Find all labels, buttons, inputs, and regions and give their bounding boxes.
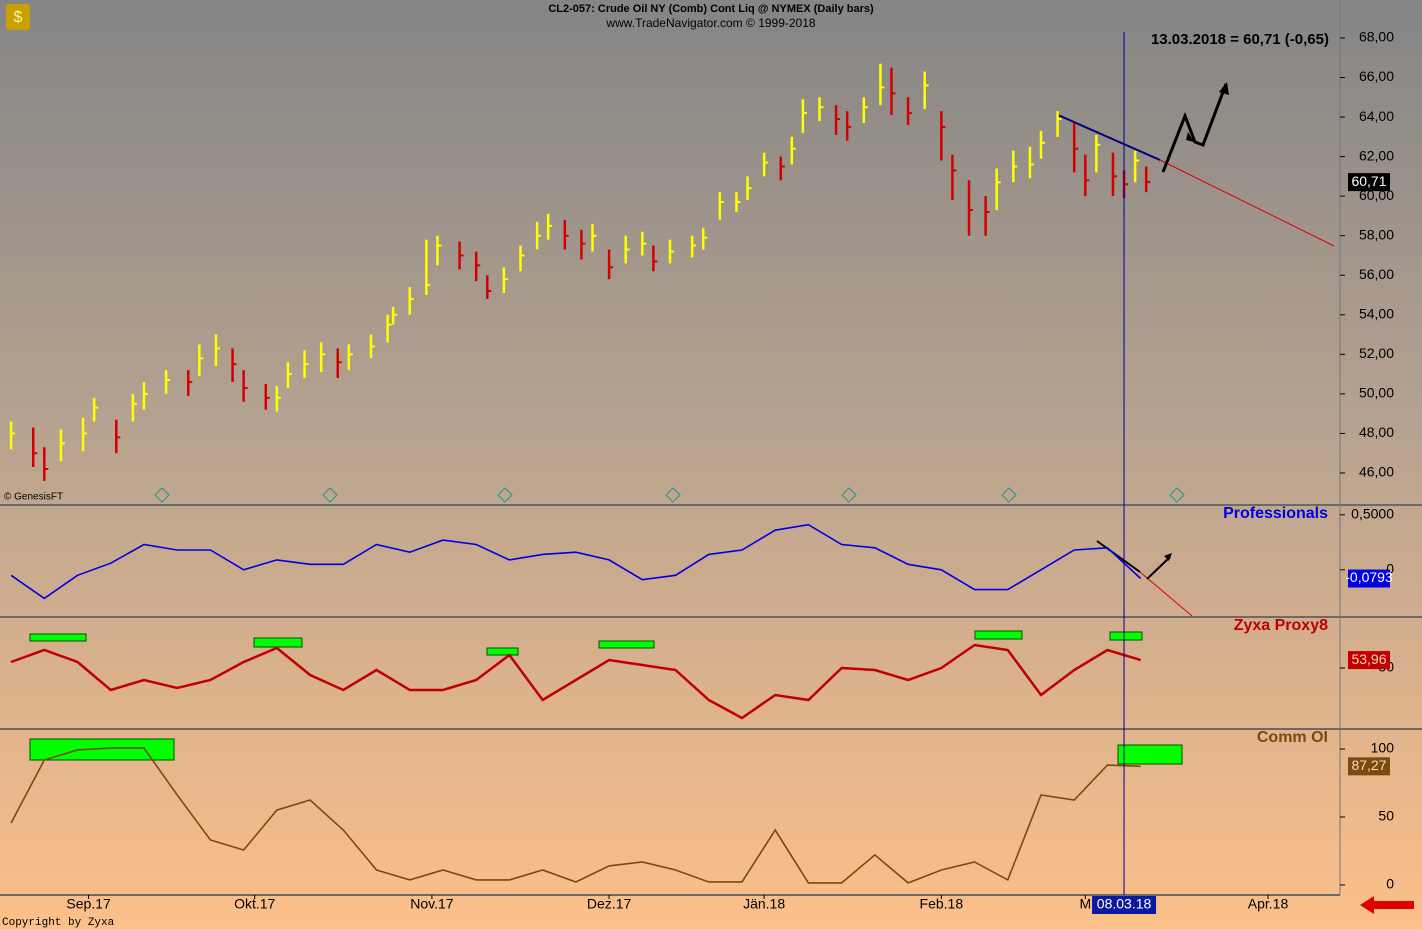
- svg-text:$: $: [14, 9, 23, 26]
- y-tick-label: 50,00: [1359, 385, 1394, 401]
- last-value-label: 87,27: [1351, 757, 1386, 773]
- quote: 13.03.2018 = 60,71 (-0,65): [1151, 31, 1329, 48]
- x-tick-label: Nov.17: [410, 896, 454, 912]
- last-value-label: 60,71: [1351, 173, 1386, 189]
- panel-borders: [0, 0, 1422, 896]
- cursor-label: 08.03.18: [1097, 896, 1152, 912]
- logo: $: [6, 4, 30, 30]
- y-tick-label: 46,00: [1359, 464, 1394, 480]
- x-tick-label: Sep.17: [66, 896, 111, 912]
- y-tick-label: 66,00: [1359, 68, 1394, 84]
- indicator-line: [10, 523, 1142, 600]
- subtitle: www.TradeNavigator.com © 1999-2018: [605, 16, 815, 30]
- last-value-box: [1348, 173, 1390, 192]
- last-value-label: -0,0793: [1345, 569, 1393, 585]
- indicator-line: [10, 643, 1142, 720]
- x-tick-label: M: [1079, 896, 1091, 912]
- y-tick-label: 0,5000: [1351, 506, 1394, 522]
- x-tick-label: Feb.18: [920, 896, 964, 912]
- highlight-boxes: [29, 630, 1183, 765]
- last-value-box: [1348, 569, 1390, 588]
- y-tick-label: 0: [1386, 876, 1394, 892]
- x-tick-label: Okt.17: [234, 896, 275, 912]
- y-tick-label: 0: [1386, 561, 1394, 577]
- trend-annotations: [1057, 82, 1335, 617]
- title: CL2-057: Crude Oil NY (Comb) Cont Liq @ …: [548, 3, 874, 15]
- source: © GenesisFT: [4, 492, 63, 503]
- y-tick-label: 54,00: [1359, 305, 1394, 321]
- y-tick-label: 48,00: [1359, 424, 1394, 440]
- y-tick-label: 100: [1371, 740, 1395, 756]
- panel-title: Professionals: [1223, 505, 1328, 522]
- event-markers: [154, 487, 1185, 503]
- y-tick-label: 50: [1378, 808, 1394, 824]
- panel-title: Comm OI: [1257, 729, 1328, 746]
- last-value-box: [1348, 651, 1390, 670]
- nav-arrow[interactable]: [1360, 896, 1414, 914]
- y-tick-label: 62,00: [1359, 147, 1394, 163]
- y-tick-label: 56,00: [1359, 266, 1394, 282]
- x-tick-label: Apr.18: [1248, 896, 1289, 912]
- x-tick-label: Jän.18: [743, 896, 785, 912]
- indicator-line: [10, 747, 1141, 884]
- y-tick-label: 64,00: [1359, 108, 1394, 124]
- last-value-label: 53,96: [1351, 651, 1386, 667]
- copyright: Copyright by Zyxa: [2, 917, 115, 929]
- x-tick-label: Dez.17: [587, 896, 632, 912]
- y-tick-label: 68,00: [1359, 29, 1394, 45]
- last-value-box: [1348, 757, 1390, 776]
- cursor-box: [1092, 896, 1157, 914]
- y-tick-label: 52,00: [1359, 345, 1394, 361]
- y-tick-label: 58,00: [1359, 226, 1394, 242]
- panel-title: Zyxa Proxy8: [1234, 617, 1328, 634]
